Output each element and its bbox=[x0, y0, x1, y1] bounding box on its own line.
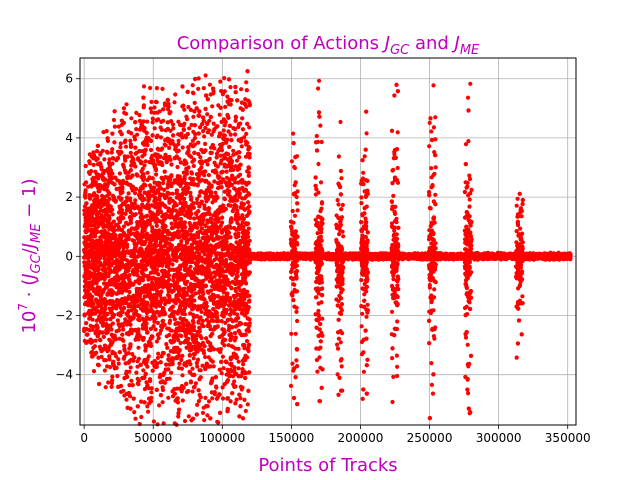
data-point bbox=[395, 130, 400, 135]
data-point bbox=[133, 416, 138, 421]
data-point bbox=[392, 228, 397, 233]
data-point bbox=[199, 309, 204, 314]
data-point bbox=[162, 187, 167, 192]
data-point bbox=[219, 220, 225, 225]
data-point bbox=[160, 86, 165, 91]
data-point bbox=[291, 131, 296, 136]
data-point bbox=[126, 191, 131, 196]
data-point bbox=[123, 144, 129, 149]
data-point bbox=[242, 397, 247, 402]
data-point bbox=[151, 324, 156, 329]
data-point bbox=[133, 259, 138, 264]
data-point bbox=[170, 122, 176, 127]
data-point bbox=[319, 139, 324, 145]
data-point bbox=[124, 397, 129, 402]
data-point bbox=[217, 112, 222, 117]
data-point bbox=[196, 140, 201, 145]
data-point bbox=[127, 383, 132, 388]
data-point bbox=[148, 85, 153, 91]
data-point bbox=[234, 397, 239, 402]
data-point bbox=[316, 86, 321, 91]
data-point bbox=[201, 86, 206, 91]
data-point bbox=[238, 288, 243, 293]
data-point bbox=[173, 208, 178, 213]
data-point bbox=[335, 372, 340, 377]
data-point bbox=[202, 344, 207, 349]
data-point bbox=[231, 148, 236, 153]
data-point bbox=[467, 197, 472, 202]
data-point bbox=[128, 138, 133, 143]
data-points bbox=[82, 69, 573, 427]
data-point bbox=[220, 177, 226, 182]
data-point bbox=[520, 301, 525, 306]
data-point bbox=[174, 195, 179, 200]
data-point bbox=[394, 353, 399, 358]
data-point bbox=[133, 198, 138, 203]
data-point bbox=[193, 381, 198, 386]
data-point bbox=[236, 359, 241, 364]
data-point bbox=[315, 369, 320, 374]
data-point bbox=[225, 94, 230, 99]
data-point bbox=[338, 119, 343, 125]
data-point bbox=[228, 242, 233, 247]
data-point bbox=[429, 129, 434, 134]
data-point bbox=[149, 386, 154, 391]
data-point bbox=[221, 128, 226, 133]
data-point bbox=[155, 320, 160, 325]
data-point bbox=[242, 135, 247, 140]
data-point bbox=[178, 340, 183, 346]
data-point bbox=[427, 144, 432, 149]
data-point bbox=[219, 371, 224, 376]
data-point bbox=[206, 399, 212, 404]
data-point bbox=[195, 364, 200, 369]
data-point bbox=[206, 173, 211, 178]
data-point bbox=[359, 324, 364, 329]
data-point bbox=[111, 219, 116, 224]
data-point bbox=[160, 214, 165, 219]
data-point bbox=[220, 354, 225, 359]
data-point bbox=[363, 234, 368, 240]
data-point bbox=[222, 76, 227, 81]
data-point bbox=[118, 145, 123, 150]
data-point bbox=[466, 139, 471, 144]
data-point bbox=[514, 203, 519, 208]
data-point bbox=[188, 264, 193, 269]
data-point bbox=[133, 186, 139, 192]
data-point bbox=[316, 308, 321, 314]
data-point bbox=[514, 355, 519, 360]
data-point bbox=[121, 327, 126, 332]
data-point bbox=[154, 135, 159, 140]
data-point bbox=[205, 112, 210, 117]
data-point bbox=[190, 83, 195, 88]
data-point bbox=[295, 208, 300, 213]
data-point bbox=[337, 232, 342, 237]
data-point bbox=[361, 369, 366, 374]
data-point bbox=[463, 335, 469, 340]
data-point bbox=[244, 131, 249, 136]
data-point bbox=[218, 153, 223, 158]
data-point bbox=[291, 298, 296, 303]
data-point bbox=[247, 125, 252, 130]
data-point bbox=[202, 418, 207, 423]
data-point bbox=[290, 361, 295, 366]
data-point bbox=[116, 361, 121, 366]
data-point bbox=[137, 318, 142, 323]
data-point bbox=[364, 131, 369, 136]
data-point bbox=[187, 126, 192, 131]
data-point bbox=[219, 319, 224, 324]
data-point bbox=[314, 357, 319, 363]
data-point bbox=[314, 133, 319, 139]
data-point bbox=[114, 186, 119, 192]
data-point bbox=[94, 149, 100, 154]
data-point bbox=[336, 336, 341, 341]
data-point bbox=[176, 119, 181, 124]
data-point bbox=[150, 116, 155, 121]
data-point bbox=[149, 390, 154, 395]
data-point bbox=[427, 120, 432, 125]
data-point bbox=[141, 368, 146, 373]
